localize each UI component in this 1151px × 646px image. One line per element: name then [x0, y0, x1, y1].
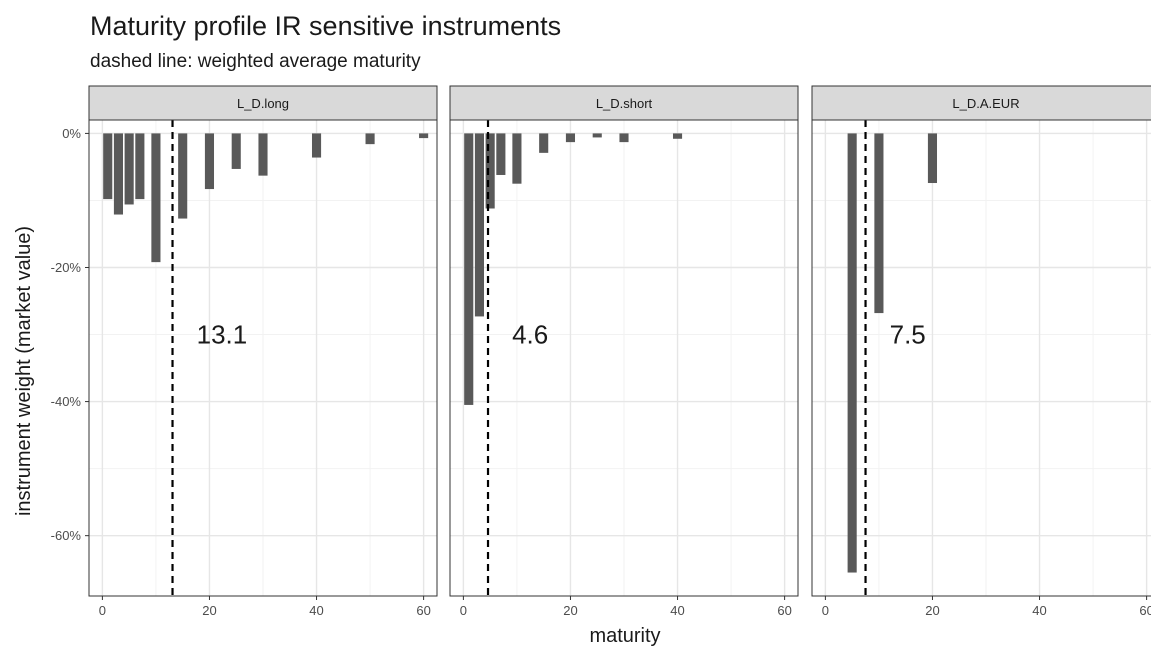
bar [124, 133, 134, 205]
bar [539, 133, 549, 153]
bar [464, 133, 474, 405]
x-tick-label: 20 [563, 603, 577, 618]
bar [103, 133, 113, 200]
facet-strip [88, 85, 438, 121]
bar [485, 133, 495, 209]
y-tick-label: -20% [51, 260, 82, 275]
facet-strip [449, 85, 799, 121]
facet-strip-label: L_D.short [596, 96, 653, 111]
x-tick-label: 40 [670, 603, 684, 618]
x-tick-label: 0 [822, 603, 829, 618]
bar [135, 133, 145, 200]
bar [619, 133, 629, 143]
bar [311, 133, 322, 158]
y-axis-title: instrument weight (market value) [13, 226, 35, 516]
bar [419, 133, 429, 139]
panel-border [811, 119, 1151, 597]
x-tick-label: 60 [777, 603, 791, 618]
x-tick-label: 0 [460, 603, 467, 618]
facet-panel: L_D.long 13.1 0 20 40 60 [88, 85, 438, 618]
chart-title: Maturity profile IR sensitive instrument… [90, 11, 561, 41]
bar [874, 133, 884, 314]
y-tick-label: -40% [51, 394, 82, 409]
bar [204, 133, 215, 190]
bar [927, 133, 938, 184]
bar [672, 133, 683, 139]
bar [512, 133, 522, 184]
bar [258, 133, 268, 176]
facet-panel: L_D.short 4.6 0 20 40 60 [449, 85, 799, 618]
weighted-average-label: 7.5 [890, 320, 926, 350]
x-tick-label: 20 [925, 603, 939, 618]
chart-subtitle: dashed line: weighted average maturity [90, 51, 421, 72]
facet-strip [811, 85, 1151, 121]
bar [113, 133, 123, 215]
x-tick-label: 40 [309, 603, 323, 618]
bar [592, 133, 602, 138]
x-tick-label: 20 [202, 603, 216, 618]
panel-background [812, 120, 1151, 596]
y-tick-label: 0% [62, 126, 81, 141]
x-tick-label: 60 [1139, 603, 1151, 618]
y-axis: 0% -20% -40% -60% [51, 126, 89, 543]
facet-strip-label: L_D.A.EUR [952, 96, 1019, 111]
bar [231, 133, 241, 169]
bar [151, 133, 161, 263]
bar [847, 133, 857, 573]
x-tick-label: 60 [416, 603, 430, 618]
panel-border [449, 119, 799, 597]
bar [474, 133, 484, 317]
facet-strip-label: L_D.long [237, 96, 289, 111]
x-axis-title: maturity [589, 625, 660, 646]
x-tick-label: 0 [99, 603, 106, 618]
bar [178, 133, 188, 219]
bar [365, 133, 375, 145]
weighted-average-label: 4.6 [512, 320, 548, 350]
bar [496, 133, 506, 175]
facet-panel: L_D.A.EUR 7.5 0 20 40 60 [811, 85, 1151, 618]
weighted-average-label: 13.1 [197, 320, 248, 350]
y-tick-label: -60% [51, 528, 82, 543]
panel-border [88, 119, 438, 597]
x-tick-label: 40 [1032, 603, 1046, 618]
bar [565, 133, 576, 143]
